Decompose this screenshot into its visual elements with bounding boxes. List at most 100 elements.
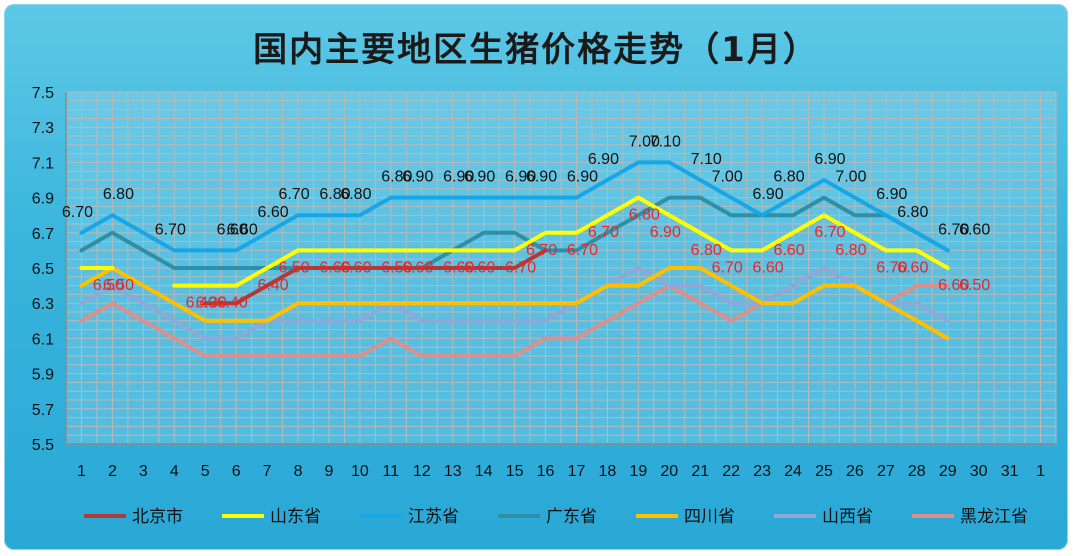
data-label-red: 6.60 (897, 259, 928, 276)
data-label-red: 6.60 (464, 259, 495, 276)
y-tick-label: 6.3 (32, 296, 54, 313)
x-tick-label: 4 (170, 463, 179, 480)
y-tick-label: 5.7 (32, 402, 54, 419)
data-label-red: 6.80 (691, 242, 722, 259)
series-line (203, 248, 548, 306)
data-label-red: 6.60 (443, 259, 474, 276)
x-tick-label: 29 (939, 463, 957, 480)
data-label-black: 7.00 (629, 133, 660, 150)
x-tick-label: 1 (1036, 463, 1045, 480)
data-label-black: 6.60 (959, 221, 990, 238)
data-label-red: 6.70 (814, 224, 845, 241)
series-line (79, 160, 950, 253)
x-tick-label: 3 (139, 463, 148, 480)
data-label-red: 6.70 (588, 224, 619, 241)
x-tick-label: 12 (413, 463, 431, 480)
chart-title: 国内主要地区生猪价格走势（1月） (253, 30, 819, 70)
data-label-black: 6.80 (381, 169, 412, 186)
data-label-red: 6.70 (876, 259, 907, 276)
data-label-black: 6.70 (938, 221, 969, 238)
data-label-black: 6.90 (814, 151, 845, 168)
series-line (79, 195, 950, 270)
data-label-red: 6.50 (103, 277, 134, 294)
series-line (79, 266, 950, 341)
x-tick-label: 28 (908, 463, 926, 480)
data-label-black: 7.00 (835, 169, 866, 186)
legend-label: 黑龙江省 (960, 507, 1028, 527)
data-label-red: 6.30 (196, 295, 227, 312)
data-label-black: 6.60 (227, 221, 258, 238)
x-tick-label: 9 (325, 463, 334, 480)
x-tick-label: 26 (846, 463, 864, 480)
y-tick-label: 7.3 (32, 120, 54, 137)
data-label-red: 6.50 (278, 259, 309, 276)
y-tick-label: 5.9 (32, 367, 54, 384)
x-tick-label: 15 (506, 463, 524, 480)
data-label-black: 6.90 (567, 169, 598, 186)
y-tick-label: 5.5 (32, 437, 54, 454)
legend-label: 北京市 (132, 507, 183, 527)
y-tick-label: 6.7 (32, 226, 54, 243)
x-tick-label: 18 (599, 463, 617, 480)
x-tick-label: 14 (475, 463, 493, 480)
data-label-red: 6.90 (650, 224, 681, 241)
y-tick-label: 6.5 (32, 261, 54, 278)
data-label-red: 6.60 (340, 259, 371, 276)
data-label-red: 6.40 (186, 295, 217, 312)
data-label-red: 6.70 (567, 242, 598, 259)
data-label-red: 6.60 (938, 277, 969, 294)
y-tick-label: 7.5 (32, 85, 54, 102)
x-tick-label: 7 (263, 463, 272, 480)
x-tick-label: 23 (753, 463, 771, 480)
series-line (79, 266, 950, 341)
x-tick-label: 19 (629, 463, 647, 480)
data-label-black: 6.80 (897, 204, 928, 221)
data-label-black: 6.90 (588, 151, 619, 168)
data-label-red: 6.60 (773, 242, 804, 259)
data-label-black: 7.10 (650, 133, 681, 150)
x-tick-label: 17 (568, 463, 586, 480)
data-label-red: 6.80 (835, 242, 866, 259)
data-label-black: 7.00 (712, 169, 743, 186)
data-label-red: 6.50 (381, 259, 412, 276)
legend-label: 山东省 (270, 507, 321, 527)
data-label-black: 6.70 (62, 204, 93, 221)
data-label-black: 6.70 (278, 186, 309, 203)
data-label-black: 6.70 (155, 221, 186, 238)
x-tick-label: 24 (784, 463, 802, 480)
legend-label: 四川省 (684, 507, 735, 527)
x-tick-label: 10 (351, 463, 369, 480)
x-tick-label: 20 (660, 463, 678, 480)
x-tick-label: 11 (383, 463, 400, 480)
legend-label: 广东省 (546, 507, 597, 527)
data-label-red: 6.50 (959, 277, 990, 294)
line-chart: 5.55.75.96.16.36.56.76.97.17.37.51 2 3 4 5 6 7… (32, 85, 1057, 527)
data-label-red: 6.70 (712, 259, 743, 276)
x-tick-label: 16 (537, 463, 555, 480)
data-label-red: 6.60 (402, 259, 433, 276)
data-label-black: 6.80 (340, 186, 371, 203)
data-label-red: 6.60 (753, 259, 784, 276)
legend-label: 江苏省 (408, 507, 459, 527)
x-tick-label: 31 (1001, 463, 1019, 480)
x-tick-label: 5 (201, 463, 210, 480)
data-label-black: 6.90 (505, 169, 536, 186)
x-tick-label: 1 (77, 463, 86, 480)
x-tick-label: 21 (691, 463, 709, 480)
data-label-red: 6.70 (505, 259, 536, 276)
data-label-red: 6.80 (629, 207, 660, 224)
data-label-black: 6.60 (217, 221, 248, 238)
data-label-black: 6.80 (103, 186, 134, 203)
x-tick-label: 2 (108, 463, 117, 480)
data-label-black: 6.90 (443, 169, 474, 186)
data-label-red: 6.70 (526, 242, 557, 259)
data-label-red: 6.40 (217, 295, 248, 312)
y-tick-label: 6.1 (32, 331, 54, 348)
data-label-black: 6.80 (319, 186, 350, 203)
x-tick-label: 22 (722, 463, 740, 480)
chart-frame: 国内主要地区生猪价格走势（1月） 5.5 5.7 5.9 6.1 6.3 6.5 6.7 6.… (4, 4, 1068, 550)
data-label-red: 6.50 (93, 277, 124, 294)
x-tick-label: 6 (232, 463, 241, 480)
legend-label: 山西省 (822, 507, 873, 527)
series-line (172, 195, 950, 288)
